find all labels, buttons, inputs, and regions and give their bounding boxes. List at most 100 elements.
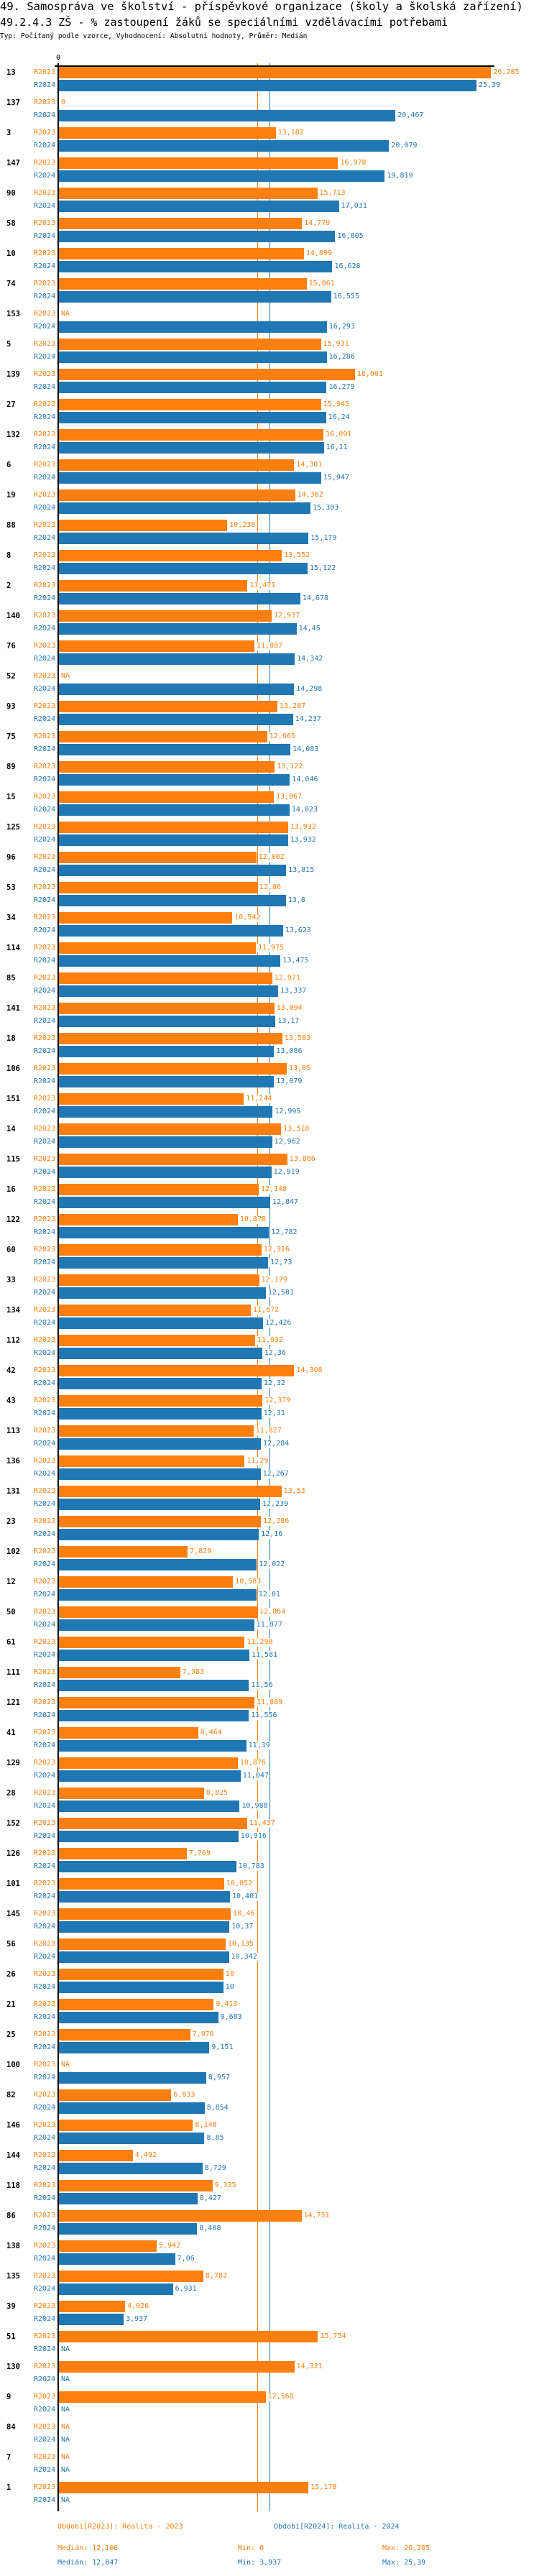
bar-r2023 xyxy=(59,459,295,471)
median-r2024: Medián: 12,847 xyxy=(57,2559,119,2567)
value-label: 12,379 xyxy=(264,1397,292,1405)
bar-r2024 xyxy=(59,2012,218,2023)
bar-r2024 xyxy=(59,2283,173,2295)
series-label: R2024 xyxy=(34,806,56,814)
value-label: 11,887 xyxy=(255,642,284,650)
bar-r2024 xyxy=(59,1740,247,1752)
bar-r2023 xyxy=(59,1425,254,1437)
value-label: NA xyxy=(60,2436,71,2444)
value-label: 11,39 xyxy=(247,1742,271,1750)
series-label: R2024 xyxy=(34,504,56,512)
category-label: 106 xyxy=(6,1064,20,1073)
series-label: R2023 xyxy=(34,1729,56,1736)
category-label: 23 xyxy=(6,1517,16,1526)
value-label: 13,067 xyxy=(275,793,303,801)
value-label: 12,064 xyxy=(259,1608,287,1616)
value-label: 13,815 xyxy=(287,866,315,875)
bar-r2023 xyxy=(59,1214,238,1225)
value-label: 16,805 xyxy=(336,232,364,241)
bar-r2024 xyxy=(59,2193,198,2204)
series-label: R2023 xyxy=(34,732,56,740)
y-axis-line xyxy=(57,63,59,2511)
bar-r2023 xyxy=(59,1305,252,1316)
category-label: 136 xyxy=(6,1457,20,1466)
category-label: 115 xyxy=(6,1155,20,1164)
category-label: 21 xyxy=(6,2000,16,2009)
value-label: 16,11 xyxy=(325,443,349,452)
bar-r2023 xyxy=(59,1244,262,1256)
series-label: R2024 xyxy=(34,474,56,482)
value-label: 14,083 xyxy=(292,745,320,754)
series-label: R2024 xyxy=(34,987,56,995)
bar-r2024 xyxy=(59,2072,206,2084)
bar-r2023 xyxy=(59,761,275,773)
category-label: 144 xyxy=(6,2151,20,2160)
value-label: 13,086 xyxy=(275,1047,303,1056)
series-label: R2024 xyxy=(34,594,56,602)
bar-r2023 xyxy=(59,188,318,199)
category-label: 147 xyxy=(6,159,20,167)
series-label: R2023 xyxy=(34,914,56,921)
series-label: R2024 xyxy=(34,926,56,934)
series-label: R2024 xyxy=(34,2285,56,2293)
series-label: R2024 xyxy=(34,2406,56,2414)
bar-r2024 xyxy=(59,2314,124,2325)
bar-r2024 xyxy=(59,1438,262,1450)
value-label: 7,769 xyxy=(188,1849,211,1858)
bar-r2023 xyxy=(59,248,304,259)
category-label: 28 xyxy=(6,1789,16,1798)
value-label: 11,047 xyxy=(241,1772,270,1780)
value-label: 13,886 xyxy=(288,1155,316,1164)
value-label: 25,39 xyxy=(477,81,502,90)
bar-r2024 xyxy=(59,1106,273,1118)
bar-r2023 xyxy=(59,1999,214,2010)
category-label: 86 xyxy=(6,2212,16,2220)
series-label: R2023 xyxy=(34,1880,56,1887)
series-label: R2024 xyxy=(34,1500,56,1508)
bar-r2023 xyxy=(59,550,282,561)
bar-r2023 xyxy=(59,1274,259,1286)
value-label: 12,581 xyxy=(267,1289,295,1297)
category-label: 74 xyxy=(6,280,16,288)
series-label: R2023 xyxy=(34,1759,56,1767)
value-label: 13,932 xyxy=(289,836,317,845)
bar-r2024 xyxy=(59,1589,257,1601)
bar-r2023 xyxy=(59,1637,245,1648)
bar-r2023 xyxy=(59,2180,213,2191)
axis-tick-zero: 0 xyxy=(56,54,61,62)
bar-r2024 xyxy=(59,201,339,212)
value-label: 14,362 xyxy=(296,491,324,500)
category-label: 26 xyxy=(6,1970,16,1979)
bar-r2024 xyxy=(59,412,326,423)
bar-r2024 xyxy=(59,2133,205,2144)
series-label: R2023 xyxy=(34,763,56,770)
category-label: 90 xyxy=(6,189,16,198)
value-label: 26,285 xyxy=(492,68,520,77)
series-label: R2023 xyxy=(34,68,56,76)
category-label: 113 xyxy=(6,1427,20,1435)
category-label: 151 xyxy=(6,1095,20,1103)
series-label: R2024 xyxy=(34,111,56,119)
series-label: R2023 xyxy=(34,461,56,469)
value-label: NA xyxy=(60,2406,71,2414)
value-label: 8,782 xyxy=(204,2272,229,2281)
bar-r2023 xyxy=(59,882,257,893)
series-label: R2023 xyxy=(34,1608,56,1616)
series-label: R2024 xyxy=(34,1047,56,1055)
series-label: R2023 xyxy=(34,642,56,650)
value-label: 8,957 xyxy=(207,2074,231,2082)
value-label: 13,85 xyxy=(287,1064,311,1073)
bar-r2024 xyxy=(59,1499,261,1510)
value-label: 13,53 xyxy=(282,1487,306,1496)
value-label: 13,623 xyxy=(284,926,312,935)
category-label: 131 xyxy=(6,1487,20,1496)
series-label: R2023 xyxy=(34,1336,56,1344)
bar-r2024 xyxy=(59,1982,224,1993)
category-label: 3 xyxy=(6,129,11,137)
series-label: R2024 xyxy=(34,443,56,451)
bar-r2024 xyxy=(59,1831,239,1842)
min-r2023: Min: 0 xyxy=(238,2544,264,2552)
category-label: 42 xyxy=(6,1366,16,1375)
series-label: R2023 xyxy=(34,793,56,801)
value-label: 12,16 xyxy=(260,1530,284,1539)
